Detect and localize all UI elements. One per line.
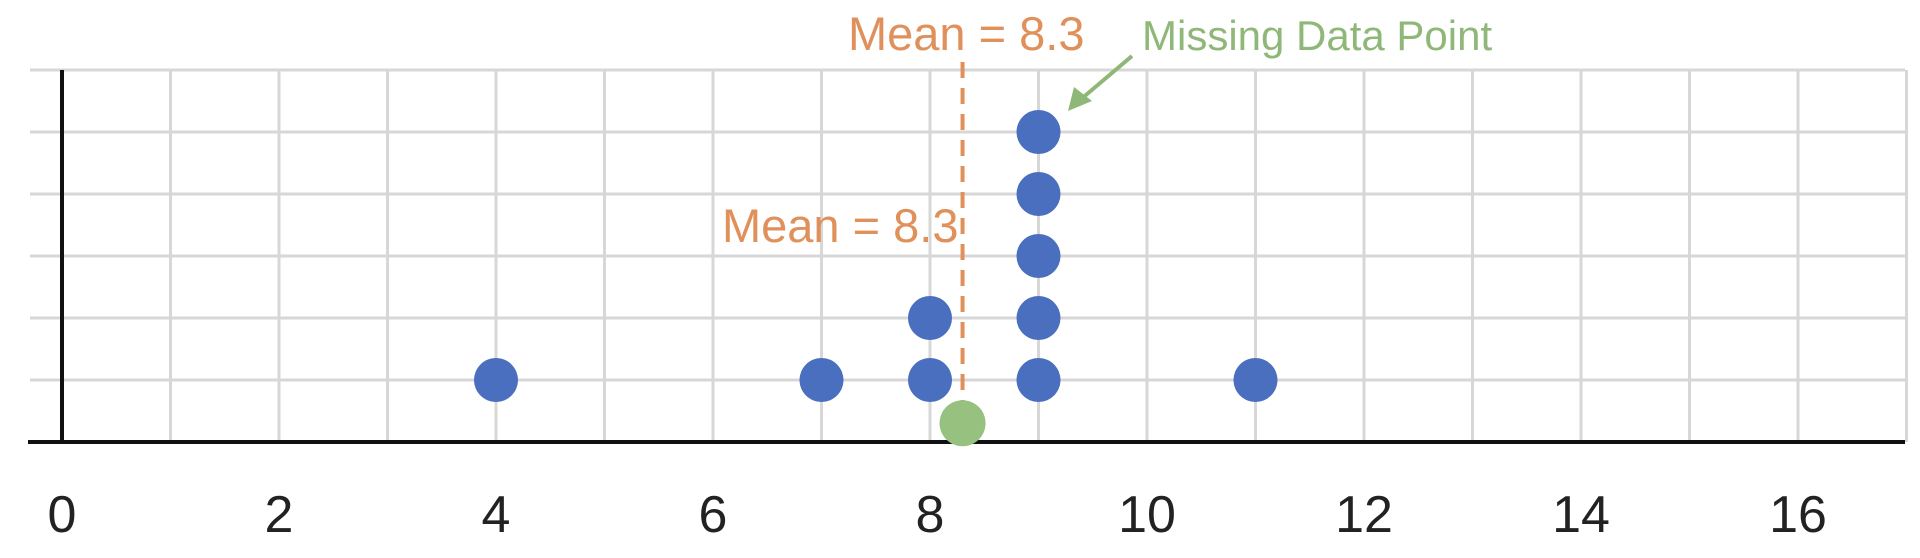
mean-label-side: Mean = 8.3 <box>722 199 958 252</box>
x-tick-label: 6 <box>699 486 728 544</box>
missing-data-label: Missing Data Point <box>1142 12 1492 59</box>
arrow-head <box>1068 87 1092 111</box>
x-tick-label: 8 <box>916 486 945 544</box>
data-point <box>474 358 518 402</box>
x-tick-label: 10 <box>1118 486 1176 544</box>
data-point <box>1016 234 1061 278</box>
x-tick-label: 14 <box>1552 486 1610 544</box>
x-tick-label: 2 <box>265 486 294 544</box>
data-point <box>1233 358 1278 402</box>
mean-label-top: Mean = 8.3 <box>848 7 1084 60</box>
data-point <box>799 358 844 402</box>
data-point <box>1016 296 1061 340</box>
annotations: Mean = 8.3 Mean = 8.3 Missing Data Point <box>722 7 1492 252</box>
x-tick-label: 0 <box>48 486 77 544</box>
data-point <box>1016 358 1061 402</box>
grid <box>30 68 1908 442</box>
data-point <box>1016 172 1061 216</box>
x-tick-labels: 0 2 4 6 8 10 12 14 16 <box>48 486 1827 544</box>
data-point <box>908 296 952 340</box>
arrow-shaft <box>1078 54 1134 102</box>
data-points <box>474 110 1278 447</box>
missing-data-point <box>939 400 986 447</box>
x-tick-label: 16 <box>1769 486 1827 544</box>
data-point <box>908 358 952 402</box>
x-tick-label: 12 <box>1335 486 1393 544</box>
data-point <box>1016 110 1061 154</box>
x-tick-label: 4 <box>482 486 511 544</box>
